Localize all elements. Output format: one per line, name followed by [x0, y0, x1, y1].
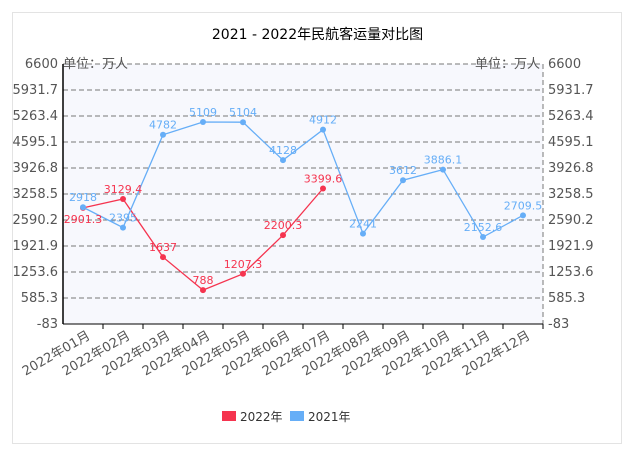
data-label: 2200.3 — [264, 219, 303, 232]
y-tick-right: 585.3 — [548, 291, 585, 306]
data-point — [520, 212, 526, 219]
data-point — [160, 254, 166, 261]
data-point — [320, 126, 326, 133]
data-label: 3399.6 — [304, 173, 343, 186]
data-point — [200, 287, 206, 294]
data-label: 2901.3 — [64, 213, 103, 226]
data-label: 3886.1 — [424, 154, 463, 167]
data-label: 2395 — [109, 212, 137, 225]
legend-swatch — [222, 411, 236, 421]
legend-label: 2022年 — [240, 410, 283, 424]
data-point — [120, 224, 126, 231]
data-label: 5109 — [189, 106, 217, 119]
series-line-1 — [82, 121, 524, 238]
y-tick-left: 3926.8 — [13, 161, 59, 176]
y-tick-left: -83 — [37, 317, 58, 332]
y-tick-right: -83 — [548, 317, 569, 332]
unit-label-right: 单位：万人 — [475, 57, 540, 72]
data-point — [80, 204, 86, 211]
y-tick-right: 5263.4 — [548, 109, 594, 124]
y-tick-right: 2590.2 — [548, 213, 594, 228]
data-point — [440, 166, 446, 173]
y-tick-left: 585.3 — [21, 291, 58, 306]
chart-title: 2021 - 2022年民航客运量对比图 — [211, 27, 424, 43]
y-tick-right: 3926.8 — [548, 161, 594, 176]
y-tick-right: 3258.5 — [548, 187, 594, 202]
data-label: 1207.3 — [224, 258, 263, 271]
data-label: 3612 — [389, 164, 417, 177]
y-tick-left: 4595.1 — [13, 135, 59, 150]
data-point — [200, 119, 206, 126]
data-label: 4912 — [309, 114, 337, 127]
data-point — [120, 196, 126, 203]
y-tick-left: 5263.4 — [13, 109, 59, 124]
data-point — [280, 157, 286, 164]
y-tick-left: 6600 — [25, 57, 58, 72]
data-label: 2152.6 — [464, 221, 503, 234]
y-tick-left: 5931.7 — [13, 83, 59, 98]
data-point — [360, 230, 366, 237]
data-label: 2709.5 — [504, 199, 543, 212]
unit-label-left: 单位：万人 — [63, 57, 128, 72]
data-label: 2241 — [349, 218, 377, 231]
data-label: 4782 — [149, 119, 177, 132]
data-point — [400, 177, 406, 184]
y-tick-right: 5931.7 — [548, 83, 594, 98]
data-point — [240, 270, 246, 277]
y-tick-right: 4595.1 — [548, 135, 594, 150]
data-point — [240, 119, 246, 126]
y-tick-right: 6600 — [548, 57, 581, 72]
chart-frame — [12, 12, 622, 444]
y-tick-left: 1921.9 — [13, 239, 59, 254]
legend-label: 2021年 — [308, 410, 351, 424]
data-label: 2918 — [69, 191, 97, 204]
data-label: 3129.4 — [104, 183, 143, 196]
data-label: 788 — [193, 274, 214, 287]
y-tick-left: 2590.2 — [13, 213, 59, 228]
y-tick-right: 1921.9 — [548, 239, 594, 254]
legend-swatch — [290, 411, 304, 421]
data-point — [160, 131, 166, 138]
y-tick-right: 1253.6 — [548, 265, 594, 280]
y-tick-left: 1253.6 — [13, 265, 59, 280]
data-point — [480, 234, 486, 241]
data-point — [320, 185, 326, 192]
data-label: 4128 — [269, 144, 297, 157]
data-label: 5104 — [229, 106, 257, 119]
data-point — [280, 232, 286, 239]
y-tick-left: 3258.5 — [13, 187, 59, 202]
data-label: 1637 — [149, 241, 177, 254]
